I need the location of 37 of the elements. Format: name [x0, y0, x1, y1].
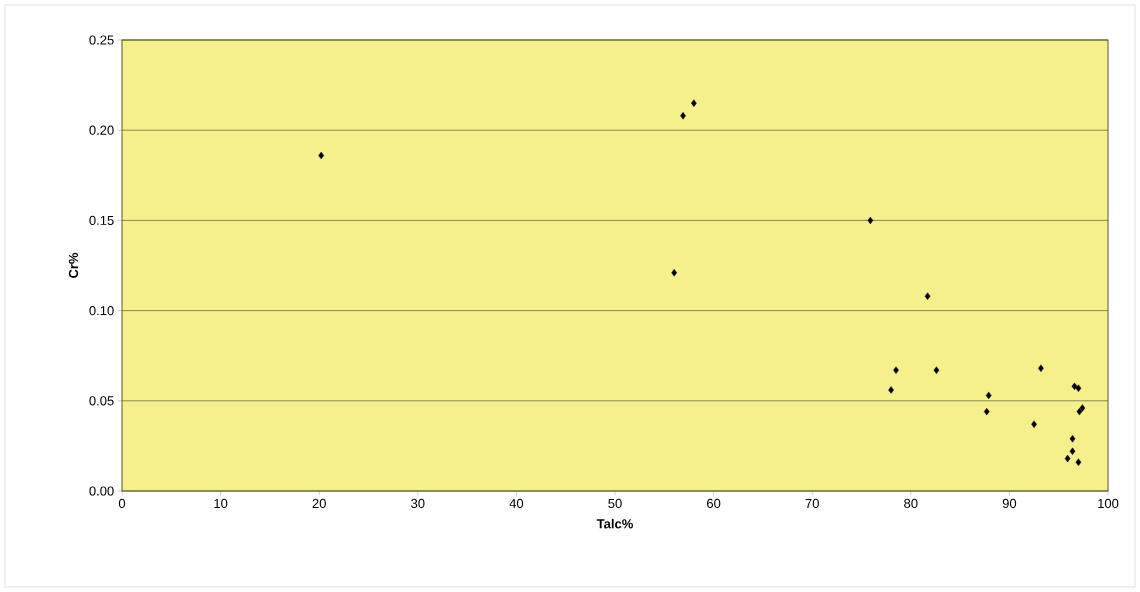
- point: [1075, 384, 1082, 392]
- point: [1031, 420, 1037, 428]
- point: [867, 216, 874, 225]
- point: [985, 391, 992, 400]
- point: [888, 386, 894, 394]
- x-tick-label: 50: [608, 498, 622, 508]
- x-tick-label: 10: [214, 498, 228, 508]
- y-tick-label: 0.20: [89, 125, 114, 135]
- y-axis-title: Cr%: [68, 252, 79, 278]
- point: [983, 407, 990, 416]
- y-tick-label: 0.25: [89, 35, 114, 45]
- point: [1064, 454, 1071, 463]
- x-tick-label: 80: [904, 498, 918, 508]
- point: [671, 269, 677, 277]
- x-tick-label: 0: [118, 498, 126, 508]
- point: [893, 366, 899, 374]
- point: [1079, 404, 1086, 412]
- point: [1069, 447, 1076, 456]
- y-tick-label: 0.05: [89, 396, 114, 406]
- x-tick-label: 60: [707, 498, 721, 508]
- x-tick-label: 40: [509, 498, 524, 508]
- point: [1075, 458, 1082, 466]
- x-tick-label: 100: [1098, 498, 1119, 508]
- x-tick-label: 20: [312, 498, 326, 508]
- x-tick-label: 70: [805, 498, 819, 508]
- y-tick-label: 0.15: [89, 215, 114, 225]
- y-tick-label: 0.10: [89, 305, 114, 316]
- x-tick-label: 30: [411, 498, 425, 508]
- x-tick-label: 90: [1002, 498, 1017, 508]
- point: [1076, 407, 1083, 416]
- point: [933, 366, 940, 374]
- point: [680, 112, 686, 120]
- point: [691, 99, 697, 107]
- point: [1069, 434, 1076, 443]
- x-axis-title: Talc%: [596, 518, 633, 529]
- point: [924, 292, 931, 300]
- y-tick-label: 0.00: [89, 486, 114, 496]
